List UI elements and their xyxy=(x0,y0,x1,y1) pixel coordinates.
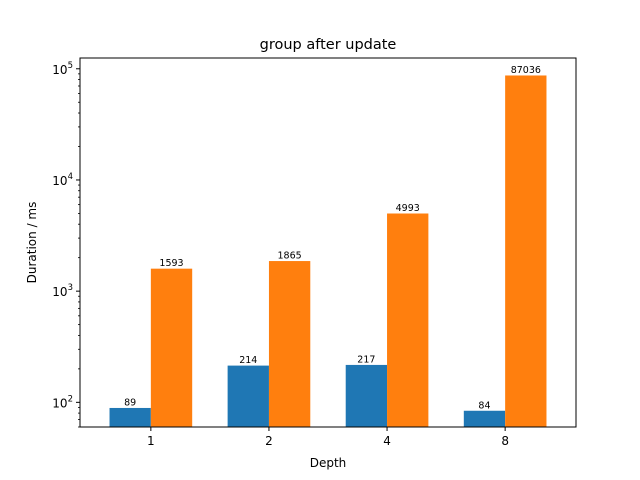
y-axis-label: Duration / ms xyxy=(25,202,39,284)
x-axis: 1 2 4 8 xyxy=(147,427,509,448)
bar xyxy=(463,410,506,427)
bar xyxy=(268,261,311,427)
y-axis: 102 103 104 105 xyxy=(52,61,80,428)
data-labels-layer: 89 214 217 84 1593 1865 4993 87036 xyxy=(124,65,541,411)
x-tick-label: 2 xyxy=(265,434,273,448)
bar xyxy=(345,364,388,427)
bars-layer xyxy=(109,75,547,427)
chart-title: group after update xyxy=(260,37,397,53)
x-tick-label: 8 xyxy=(501,434,509,448)
bar xyxy=(227,365,269,427)
data-label: 4993 xyxy=(396,203,420,214)
y-tick-label: 104 xyxy=(52,172,73,188)
x-tick-label: 4 xyxy=(383,434,391,448)
data-label: 84 xyxy=(478,400,490,411)
data-label: 1865 xyxy=(278,251,302,262)
y-tick-label: 105 xyxy=(52,61,73,77)
data-label: 89 xyxy=(124,397,136,408)
data-label: 214 xyxy=(239,355,257,366)
y-tick-label: 103 xyxy=(52,283,73,299)
bar xyxy=(505,75,547,427)
bar xyxy=(109,407,151,427)
data-label: 87036 xyxy=(511,65,541,76)
bar xyxy=(150,268,193,427)
data-label: 1593 xyxy=(159,258,183,269)
y-tick-label: 102 xyxy=(52,394,73,410)
x-axis-label: Depth xyxy=(310,456,347,470)
data-label: 217 xyxy=(357,354,375,365)
plot-frame xyxy=(79,57,577,428)
bar xyxy=(387,213,429,427)
x-tick-label: 1 xyxy=(147,434,155,448)
